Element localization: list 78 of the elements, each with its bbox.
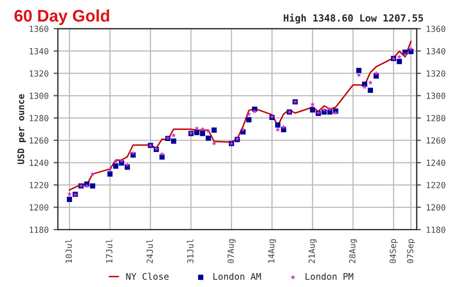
point xyxy=(374,73,379,79)
point xyxy=(90,183,96,189)
point xyxy=(356,72,362,78)
x-tick-label: 28Aug xyxy=(349,239,358,264)
text: High 1348.60 Low 1207.55 xyxy=(284,14,423,24)
point xyxy=(310,102,315,107)
x-tick-label: 21Aug xyxy=(308,239,317,264)
point xyxy=(206,128,211,134)
y-axis-title: USD per ounce xyxy=(17,94,26,164)
y2-tick-label: 1340 xyxy=(426,48,446,54)
x-tick-label: 14Aug xyxy=(268,239,276,263)
y2-tick-label: 1220 xyxy=(426,182,446,188)
x-tick-label: 10Jul xyxy=(65,239,72,263)
line-series xyxy=(68,40,412,191)
point xyxy=(90,171,96,176)
point xyxy=(396,58,402,64)
point xyxy=(356,68,362,74)
point xyxy=(368,88,373,93)
point xyxy=(275,122,280,128)
point xyxy=(212,140,217,146)
y-tick-label: 1320 xyxy=(30,70,48,77)
y2-tick-label: 1300 xyxy=(426,92,446,99)
x-tick-label: 17Jul xyxy=(106,239,112,263)
y2-tick-label: 1200 xyxy=(426,204,446,211)
point xyxy=(107,171,113,177)
point xyxy=(124,162,130,167)
point xyxy=(281,124,286,130)
point xyxy=(322,107,327,112)
point xyxy=(171,132,176,138)
x-tick-label: 04Sep xyxy=(390,239,398,264)
point xyxy=(194,126,200,131)
point xyxy=(396,54,402,59)
point xyxy=(66,196,72,202)
legend-label: London PM xyxy=(306,272,354,280)
x-tick-label: 24Jul xyxy=(146,239,153,264)
y2-tick-label: 1240 xyxy=(426,160,446,166)
point xyxy=(212,128,217,133)
point xyxy=(374,70,379,76)
legend-label: NY Close xyxy=(126,272,169,280)
point xyxy=(113,163,118,169)
x-tick-label: 07Sep xyxy=(407,239,415,264)
point xyxy=(171,138,176,144)
point xyxy=(362,84,368,90)
point xyxy=(107,166,112,172)
y-tick-label: 1260 xyxy=(30,137,48,144)
point xyxy=(275,127,280,132)
y-tick-label: 1300 xyxy=(30,92,48,99)
y-tick-label: 1200 xyxy=(30,204,48,211)
y-tick-label: 1180 xyxy=(30,226,48,233)
point xyxy=(310,107,316,112)
y-tick-label: 1220 xyxy=(30,182,48,188)
y2-tick-label: 1260 xyxy=(426,137,446,144)
point xyxy=(160,152,165,156)
point xyxy=(200,126,206,132)
x-tick-label: 07Aug xyxy=(228,239,236,264)
point xyxy=(368,80,373,85)
y2-tick-label: 1360 xyxy=(426,26,446,32)
legend-label: London AM xyxy=(213,272,261,280)
point xyxy=(113,158,118,164)
y-tick-label: 1340 xyxy=(30,48,48,54)
y-tick-label: 1240 xyxy=(30,160,48,166)
y2-tick-label: 1180 xyxy=(426,226,446,233)
point xyxy=(240,127,246,132)
point xyxy=(246,117,252,122)
point xyxy=(200,130,206,136)
point xyxy=(327,106,332,112)
y-tick-label: 1360 xyxy=(30,26,48,32)
y-tick-label: 1280 xyxy=(30,114,48,122)
point xyxy=(206,136,211,141)
y2-tick-label: 1320 xyxy=(426,70,446,77)
point xyxy=(130,150,136,156)
chart-title: 60 Day Gold xyxy=(14,9,110,25)
y2-tick-label: 1280 xyxy=(426,114,446,122)
point xyxy=(408,46,414,52)
point xyxy=(119,158,124,163)
x-tick-label: 31Jul xyxy=(186,239,194,264)
point xyxy=(194,130,200,136)
point xyxy=(66,191,72,196)
